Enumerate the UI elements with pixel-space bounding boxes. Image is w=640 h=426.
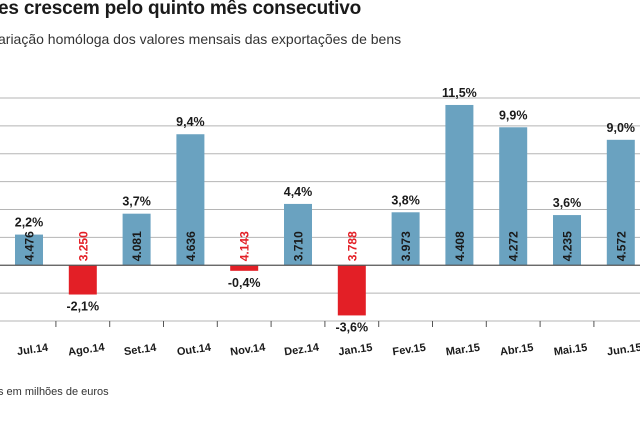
bar-percent-label: 3,7% [122, 195, 151, 209]
bar-percent-label: 2,2% [15, 216, 44, 230]
x-tick-label: Mai.15 [553, 342, 588, 359]
x-tick-label: Dez.14 [283, 342, 320, 359]
x-tick-label: Jul.14 [16, 342, 49, 358]
bar [15, 234, 43, 266]
bar-value-label: 3.973 [399, 231, 413, 261]
bar [230, 265, 259, 271]
bar [122, 213, 151, 266]
x-tick-label: Jun.15 [606, 342, 640, 359]
bar-value-label: 3.710 [292, 231, 306, 261]
bar [337, 265, 366, 316]
bar [553, 215, 581, 266]
bar-percent-label: 3,8% [391, 193, 420, 207]
x-tick-label: Set.14 [123, 342, 158, 359]
footnote: s em milhões de euros [0, 386, 109, 398]
bar [176, 134, 205, 266]
bar-value-label: 3.788 [345, 231, 359, 261]
chart-title: es crescem pelo quinto mês consecutivo [0, 0, 362, 19]
bar [445, 104, 474, 266]
labels: 2,2%4.476 Jul.14 -2,1% 3.250 Ago.14 3,7% 4.081… [15, 86, 640, 359]
chart-subtitle: ariação homóloga dos valores mensais das… [0, 31, 402, 47]
bar-percent-label: -2,1% [66, 300, 99, 314]
bar-percent-label: 3,6% [553, 196, 582, 210]
bar [68, 265, 97, 295]
bar-value-label: 4.143 [238, 231, 252, 261]
bar-percent-label: -0,4% [228, 276, 261, 290]
bar-percent-label: 9,4% [176, 115, 205, 129]
x-tick-label: Jan.15 [338, 342, 374, 359]
bar [499, 127, 528, 266]
bar-percent-label: 11,5% [442, 86, 477, 100]
x-tick-label: Abr.15 [499, 342, 534, 359]
x-tick-label: Nov.14 [229, 342, 266, 359]
bar-percent-label: 4,4% [284, 185, 313, 199]
bar [391, 212, 420, 266]
bar-value-label: 4.636 [184, 231, 198, 261]
bar-value-label: 3.250 [76, 231, 90, 261]
bar-value-label: 4.235 [561, 231, 575, 261]
grid-lines [0, 97, 640, 322]
x-tick-label: Fev.15 [392, 342, 427, 359]
bars [15, 104, 635, 316]
x-tick-label: Mar.15 [445, 342, 481, 359]
bar-percent-label: 9,0% [607, 121, 636, 135]
bar-value-label: 4.408 [453, 231, 467, 261]
bar-percent-label: 9,9% [499, 108, 528, 122]
bar-value-label: 4.476 [23, 231, 37, 261]
x-tick-marks [55, 321, 595, 327]
bar-value-label: 4.081 [130, 231, 144, 261]
bar [606, 139, 635, 266]
x-tick-label: Out.14 [176, 342, 212, 359]
bar-value-label: 4.572 [614, 231, 628, 261]
bar [284, 203, 312, 266]
bar-value-label: 4.272 [507, 231, 521, 261]
bar-percent-label: -3,6% [335, 320, 368, 334]
x-tick-label: Ago.14 [67, 341, 106, 358]
